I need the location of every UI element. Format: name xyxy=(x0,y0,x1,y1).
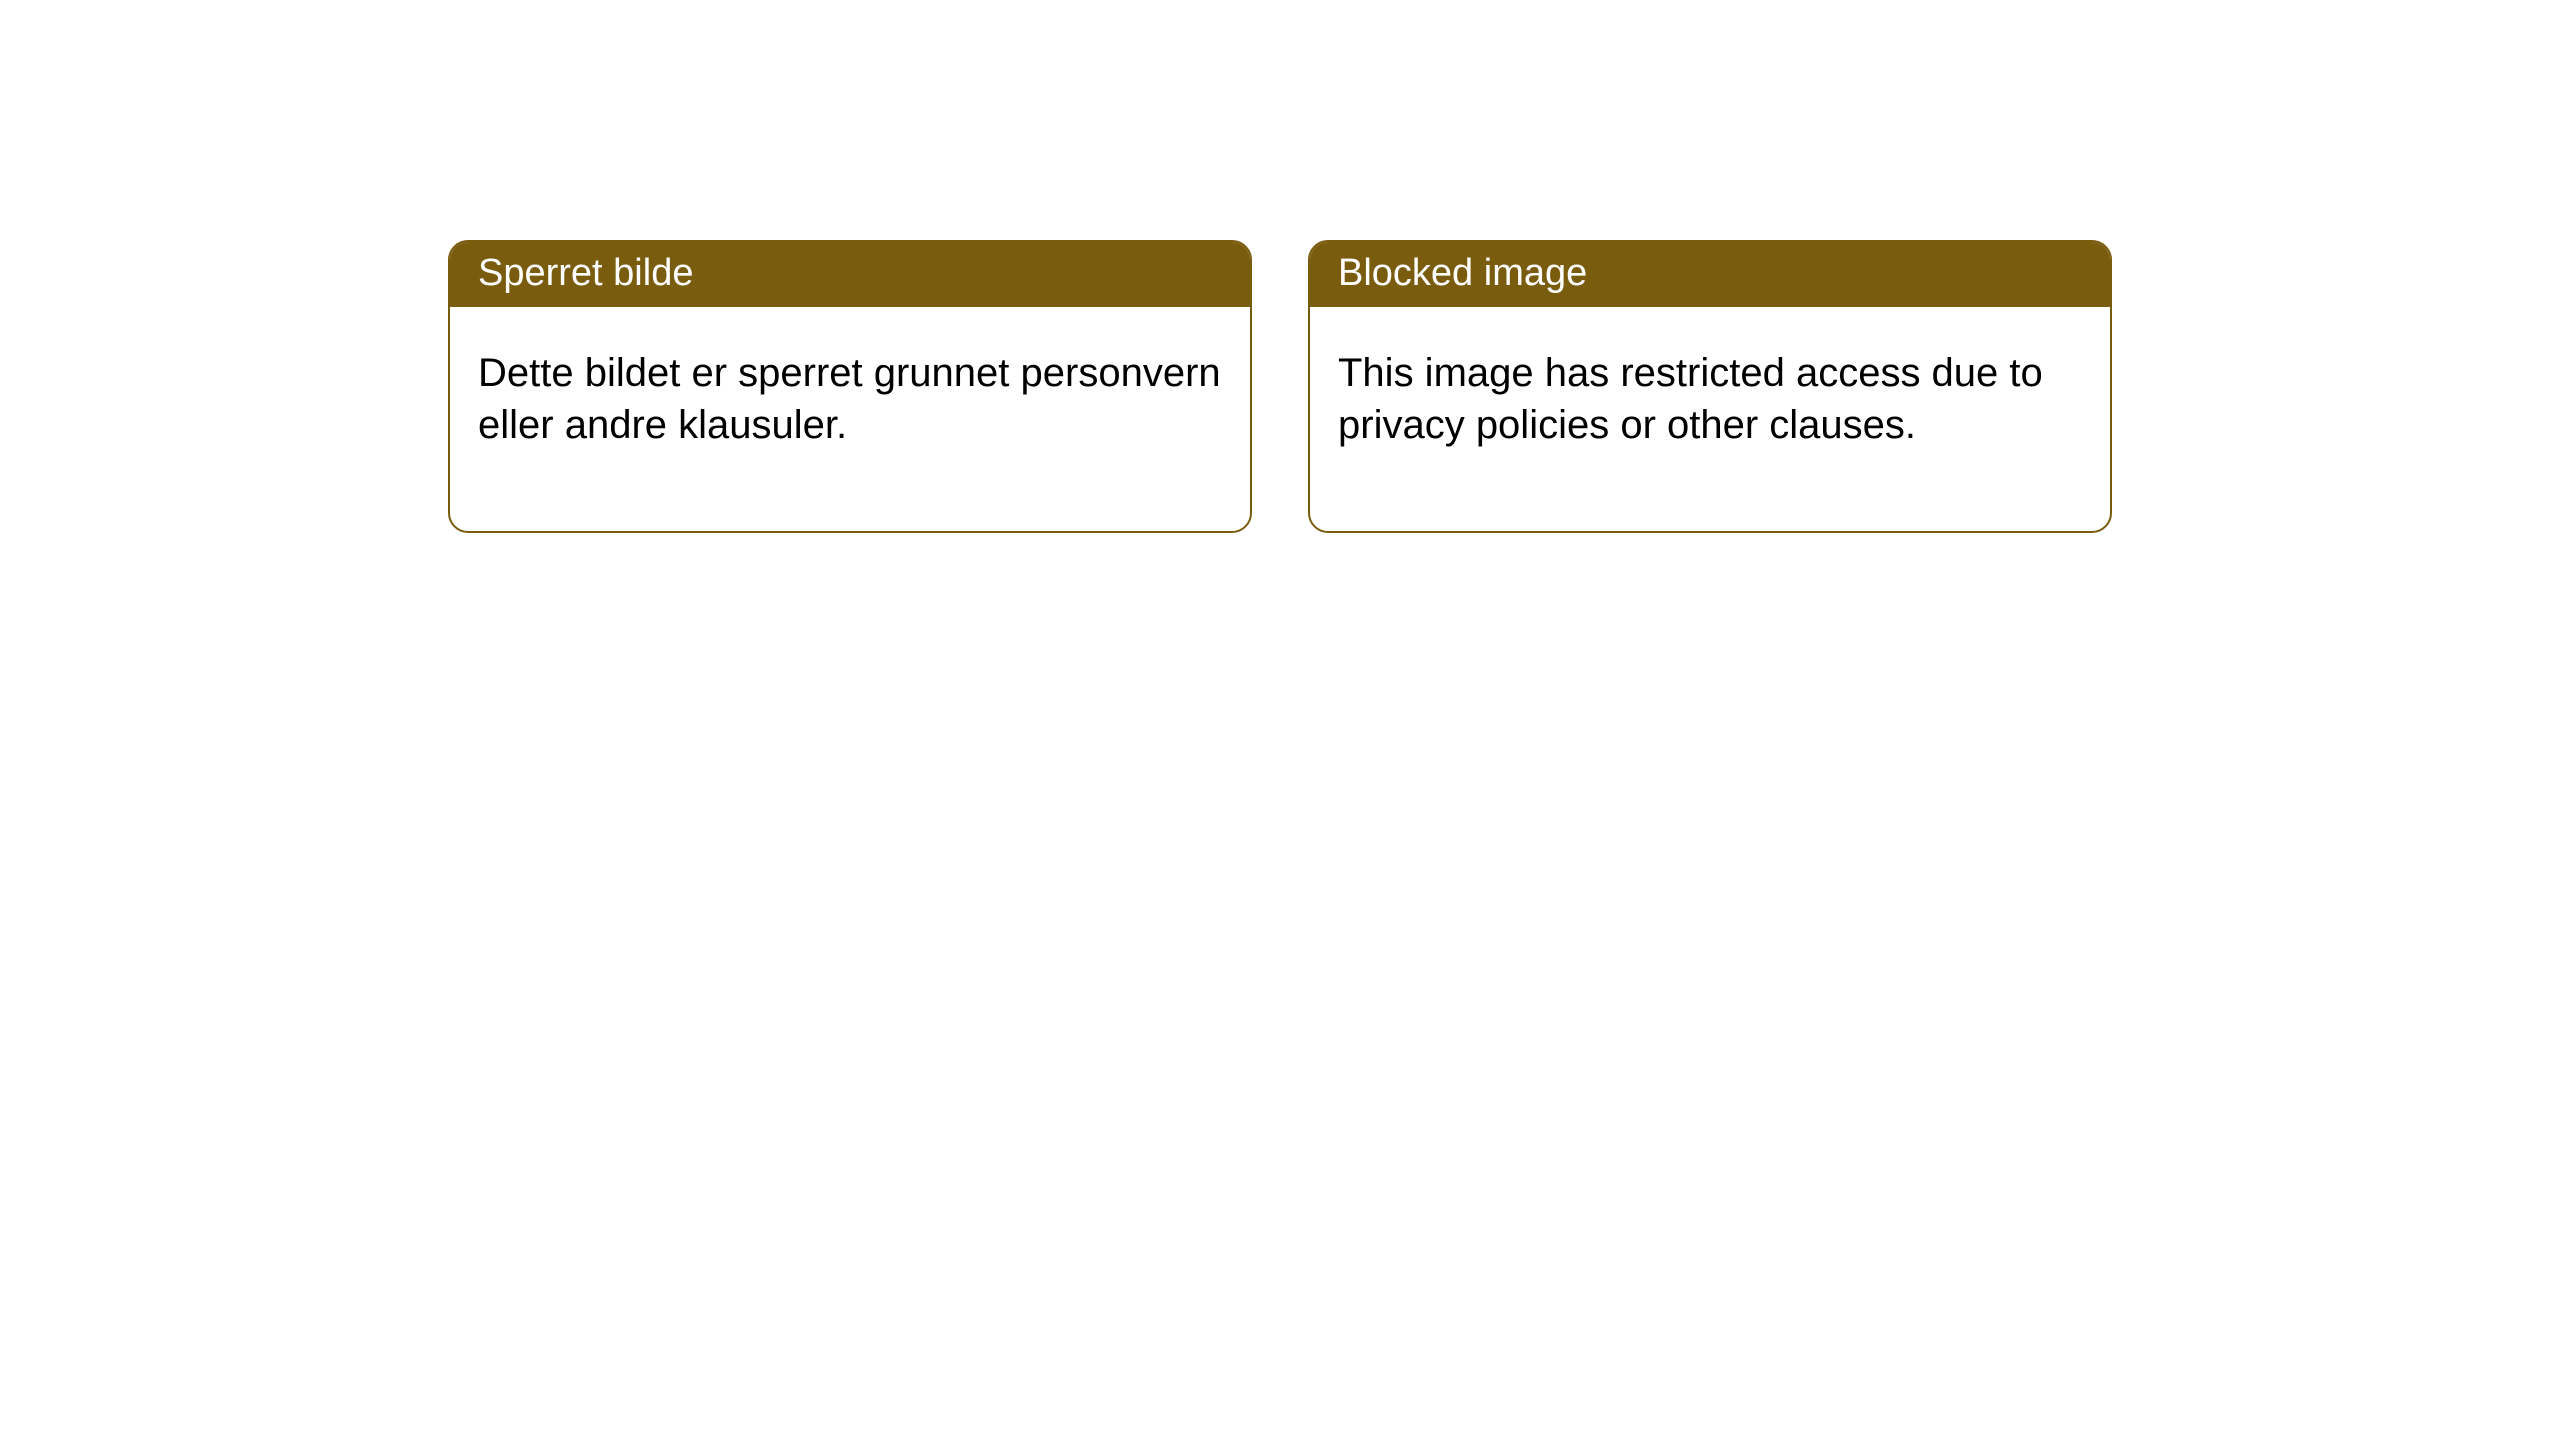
notice-title: Sperret bilde xyxy=(450,242,1250,307)
notice-card-norwegian: Sperret bilde Dette bildet er sperret gr… xyxy=(448,240,1252,533)
notice-body: Dette bildet er sperret grunnet personve… xyxy=(450,307,1250,531)
notice-body: This image has restricted access due to … xyxy=(1310,307,2110,531)
notice-card-english: Blocked image This image has restricted … xyxy=(1308,240,2112,533)
notice-container: Sperret bilde Dette bildet er sperret gr… xyxy=(0,0,2560,533)
notice-title: Blocked image xyxy=(1310,242,2110,307)
